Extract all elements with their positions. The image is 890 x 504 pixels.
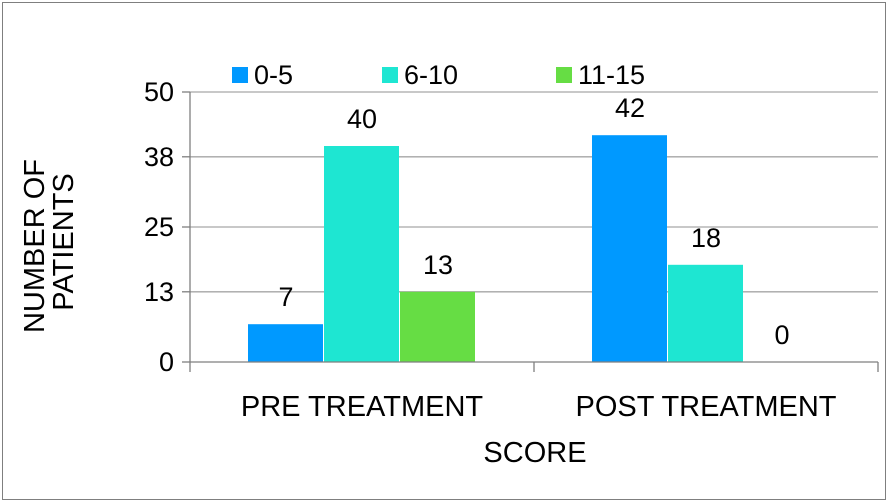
bar — [324, 146, 399, 362]
legend-label: 11-15 — [578, 60, 645, 90]
legend-swatch — [382, 67, 398, 83]
y-axis-title-line-2: PATIENTS — [48, 173, 80, 311]
label-layer: 7 40 13 PRE TREATMENT 42 18 0 POST TREATMENT — [241, 93, 837, 423]
bar — [592, 135, 667, 362]
y-tick-label: 25 — [144, 212, 174, 242]
bar-layer — [248, 135, 743, 362]
x-axis-title: SCORE — [483, 437, 586, 469]
legend-label: 6-10 — [404, 60, 458, 90]
legend-swatch — [232, 67, 248, 83]
data-label: 0 — [774, 320, 789, 350]
legend: 0-5 6-10 11-15 — [232, 60, 645, 90]
y-tick-label: 50 — [144, 77, 174, 107]
data-label: 42 — [615, 93, 645, 123]
data-label: 13 — [423, 250, 453, 280]
legend-swatch — [556, 67, 572, 83]
data-label: 40 — [347, 104, 377, 134]
category-label: POST TREATMENT — [575, 391, 836, 423]
y-axis-title-line-1: NUMBER OF — [19, 159, 51, 333]
bar — [668, 264, 743, 362]
bar — [400, 291, 475, 362]
grid-layer — [190, 91, 878, 293]
category-label: PRE TREATMENT — [241, 391, 484, 423]
data-label: 18 — [691, 223, 721, 253]
y-tick-label: 13 — [144, 277, 174, 307]
y-tick-label: 0 — [159, 347, 174, 377]
legend-label: 0-5 — [254, 60, 293, 90]
y-tick-label: 38 — [144, 142, 174, 172]
data-label: 7 — [278, 282, 293, 312]
bar — [248, 324, 323, 362]
y-axis-title: NUMBER OF PATIENTS — [19, 151, 80, 333]
axis-layer: 0 13 25 38 50 — [144, 77, 879, 377]
